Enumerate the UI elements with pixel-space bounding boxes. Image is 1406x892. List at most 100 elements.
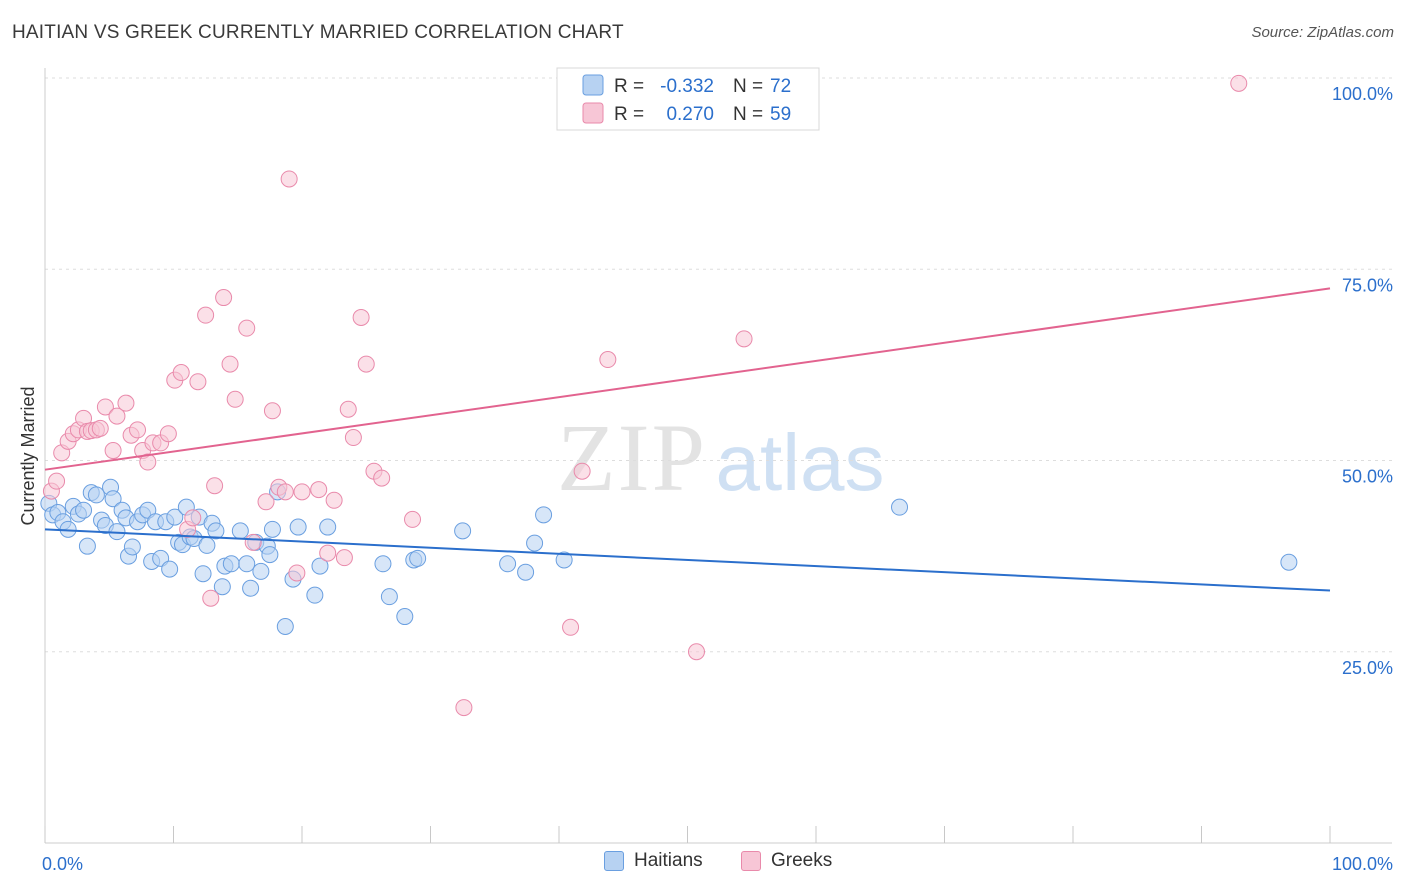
point-haitians — [517, 563, 535, 581]
legend-item-greeks: Greeks — [741, 850, 832, 872]
point-greeks — [573, 462, 591, 480]
trend-line-greeks — [44, 287, 1331, 471]
y-axis-label: Currently Married — [18, 386, 38, 525]
point-greeks — [202, 589, 220, 607]
point-greeks — [325, 491, 343, 509]
point-greeks — [226, 390, 244, 408]
point-haitians — [222, 555, 240, 573]
point-greeks — [562, 618, 580, 636]
point-haitians — [261, 546, 279, 564]
point-greeks — [404, 510, 422, 528]
point-haitians — [409, 549, 427, 567]
point-greeks — [257, 493, 275, 511]
legend-n-value-greeks: 59 — [770, 104, 791, 125]
y-tick-label: 50.0% — [1342, 467, 1393, 487]
point-haitians — [454, 522, 472, 540]
point-haitians — [161, 560, 179, 578]
point-greeks — [108, 407, 126, 425]
point-greeks — [293, 483, 311, 501]
point-greeks — [48, 472, 66, 490]
point-haitians — [499, 555, 517, 573]
point-greeks — [319, 544, 337, 562]
point-haitians — [526, 534, 544, 552]
point-greeks — [197, 306, 215, 324]
legend-r-value-haitians: -0.332 — [660, 76, 714, 97]
point-greeks — [276, 483, 294, 501]
point-haitians — [207, 522, 225, 540]
watermark-atlas: atlas — [716, 418, 885, 507]
point-haitians — [242, 579, 260, 597]
point-greeks — [215, 289, 233, 307]
x-tick-label: 100.0% — [1332, 854, 1393, 874]
point-haitians — [311, 557, 329, 575]
point-greeks — [335, 549, 353, 567]
point-haitians — [123, 538, 141, 556]
legend-item-haitians: Haitians — [604, 850, 703, 872]
point-greeks — [221, 355, 239, 373]
point-haitians — [276, 618, 294, 636]
legend-n-label-haitians: N = — [733, 76, 763, 97]
point-haitians — [263, 520, 281, 538]
y-tick-label: 100.0% — [1332, 84, 1393, 104]
legend-r-label-greeks: R = — [614, 104, 644, 125]
legend-swatch-greeks-bottom — [741, 851, 761, 871]
point-haitians — [198, 536, 216, 554]
point-greeks — [310, 481, 328, 499]
point-haitians — [891, 498, 909, 516]
point-greeks — [687, 643, 705, 661]
point-haitians — [380, 588, 398, 606]
point-haitians — [194, 565, 212, 583]
legend-bottom: Haitians Greeks — [0, 850, 1406, 880]
point-haitians — [87, 486, 105, 504]
point-greeks — [288, 564, 306, 582]
point-greeks — [244, 533, 262, 551]
legend-swatch-greeks — [582, 102, 604, 124]
point-haitians — [289, 518, 307, 536]
point-greeks — [184, 509, 202, 527]
point-haitians — [535, 506, 553, 524]
source-label: Source: ZipAtlas.com — [1251, 24, 1394, 41]
point-haitians — [555, 551, 573, 569]
legend-n-label-greeks: N = — [733, 104, 763, 125]
point-greeks — [455, 699, 473, 717]
point-haitians — [213, 578, 231, 596]
point-haitians — [231, 522, 249, 540]
legend-swatch-haitians — [582, 74, 604, 96]
point-haitians — [238, 555, 256, 573]
point-haitians — [306, 586, 324, 604]
point-greeks — [339, 400, 357, 418]
y-tick-label: 75.0% — [1342, 275, 1393, 295]
point-greeks — [117, 394, 135, 412]
point-greeks — [91, 419, 109, 437]
point-greeks — [735, 330, 753, 348]
point-greeks — [189, 373, 207, 391]
point-greeks — [280, 170, 298, 188]
chart-title: HAITIAN VS GREEK CURRENTLY MARRIED CORRE… — [12, 22, 624, 43]
point-haitians — [75, 501, 93, 519]
point-haitians — [166, 508, 184, 526]
point-greeks — [238, 319, 256, 337]
point-haitians — [78, 537, 96, 555]
point-greeks — [599, 351, 617, 369]
point-haitians — [1280, 553, 1298, 571]
point-haitians — [319, 518, 337, 536]
point-greeks — [129, 421, 147, 439]
legend-n-value-haitians: 72 — [770, 76, 791, 97]
point-haitians — [104, 490, 122, 508]
point-greeks — [159, 425, 177, 443]
point-greeks — [96, 398, 114, 416]
legend-label-haitians: Haitians — [634, 850, 703, 871]
point-haitians — [396, 608, 414, 626]
legend-top: R = -0.332 N = 72 R = 0.270 N = 59 — [556, 67, 820, 131]
point-greeks — [263, 402, 281, 420]
y-tick-label: 25.0% — [1342, 658, 1393, 678]
point-greeks — [344, 429, 362, 447]
point-haitians — [374, 555, 392, 573]
point-haitians — [252, 562, 270, 580]
legend-label-greeks: Greeks — [771, 850, 833, 871]
point-greeks — [104, 442, 122, 460]
point-greeks — [139, 453, 157, 471]
point-greeks — [373, 469, 391, 487]
point-greeks — [206, 477, 224, 495]
